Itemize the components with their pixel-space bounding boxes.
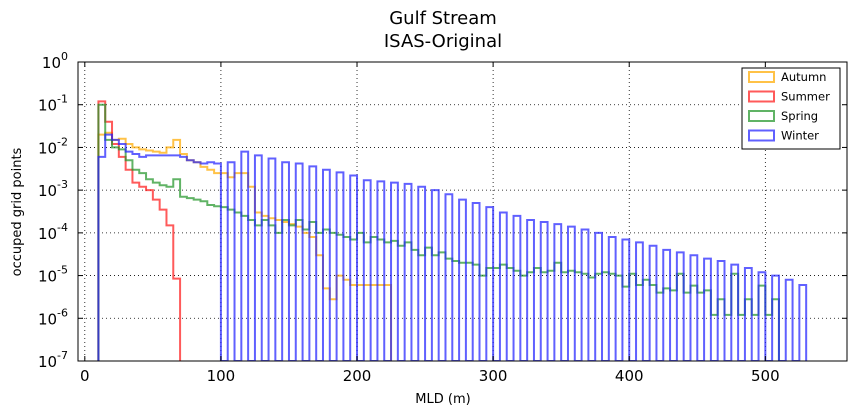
legend-label-autumn: Autumn (781, 70, 826, 84)
legend-label-summer: Summer (781, 90, 830, 104)
series-layer (97, 100, 808, 361)
y-tick-exponent: 0 (61, 50, 68, 63)
y-tick-label: 10-2 (38, 135, 68, 157)
y-tick-exponent: -7 (57, 349, 68, 362)
y-tick-label: 10-7 (38, 349, 68, 371)
legend-swatch-summer (748, 90, 775, 103)
y-tick-label: 10-6 (38, 306, 68, 328)
y-tick-exponent: -6 (57, 306, 68, 319)
y-tick-base: 10 (38, 139, 57, 157)
series-spring-step-line (97, 103, 780, 361)
y-tick-base: 10 (38, 268, 57, 286)
axis-ticks: 0 100 200 300 400 50010-710-610-510-410-310-2… (38, 50, 847, 385)
legend-swatch-winter (748, 129, 775, 142)
legend-label-winter: Winter (781, 129, 819, 143)
y-tick-exponent: -3 (57, 178, 68, 191)
y-tick-label: 10-5 (38, 264, 68, 286)
y-tick-exponent: -1 (57, 93, 68, 106)
x-axis-label: MLD (m) (415, 392, 470, 407)
series-autumn-step-line (97, 131, 393, 361)
y-tick-exponent: -2 (57, 135, 68, 148)
chart-subtitle: ISAS-Original (384, 31, 502, 52)
y-tick-base: 10 (38, 182, 57, 200)
y-tick-base: 10 (38, 353, 57, 371)
legend-label-spring: Spring (781, 109, 818, 123)
legend: Autumn Summer Spring Winter (741, 67, 841, 150)
y-tick-label: 10-1 (38, 93, 68, 115)
y-tick-base: 10 (42, 54, 61, 72)
y-tick-exponent: -4 (57, 221, 68, 234)
series-winter-step-line (97, 133, 808, 361)
series-summer-step-line (97, 100, 182, 361)
legend-swatch-autumn (748, 71, 775, 83)
legend-swatch-spring (748, 110, 775, 122)
chart-title: Gulf Stream (389, 8, 497, 29)
y-tick-exponent: -5 (57, 264, 68, 277)
y-tick-base: 10 (38, 97, 57, 115)
grid-lines (78, 62, 847, 361)
x-tick-label: 100 (207, 367, 236, 385)
y-tick-label: 10-4 (38, 221, 68, 243)
y-tick-label: 100 (42, 50, 68, 72)
x-tick-label: 400 (615, 367, 644, 385)
y-tick-label: 10-3 (38, 178, 68, 200)
y-tick-base: 10 (38, 225, 57, 243)
x-tick-label: 300 (479, 367, 508, 385)
x-tick-label: 0 (80, 367, 90, 385)
y-axis-label: occuped grid points (10, 147, 25, 276)
x-tick-label: 500 (751, 367, 780, 385)
plot-frame (77, 61, 848, 362)
y-tick-base: 10 (38, 310, 57, 328)
x-tick-label: 200 (343, 367, 372, 385)
